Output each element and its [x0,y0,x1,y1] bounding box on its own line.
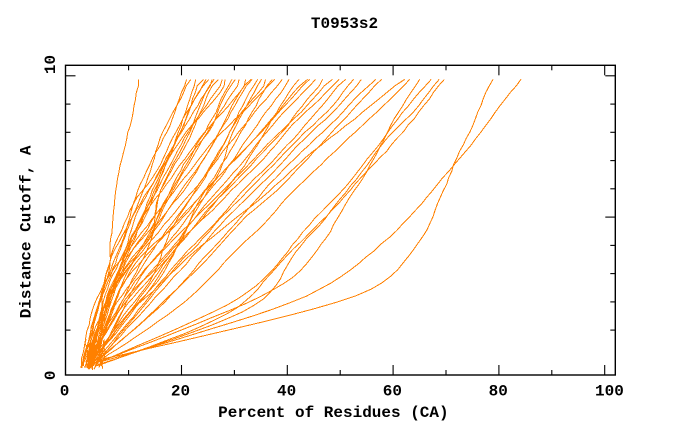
svg-text:5: 5 [42,215,60,225]
svg-text:Distance Cutoff, A: Distance Cutoff, A [18,145,36,318]
svg-text:T0953s2: T0953s2 [311,15,378,33]
svg-text:Percent of Residues (CA): Percent of Residues (CA) [218,404,448,422]
svg-text:10: 10 [42,55,60,74]
svg-text:0: 0 [42,370,60,380]
svg-text:60: 60 [383,383,402,401]
svg-text:40: 40 [277,383,296,401]
svg-text:0: 0 [60,383,70,401]
svg-text:80: 80 [489,383,508,401]
svg-text:20: 20 [171,383,190,401]
svg-text:100: 100 [595,383,624,401]
